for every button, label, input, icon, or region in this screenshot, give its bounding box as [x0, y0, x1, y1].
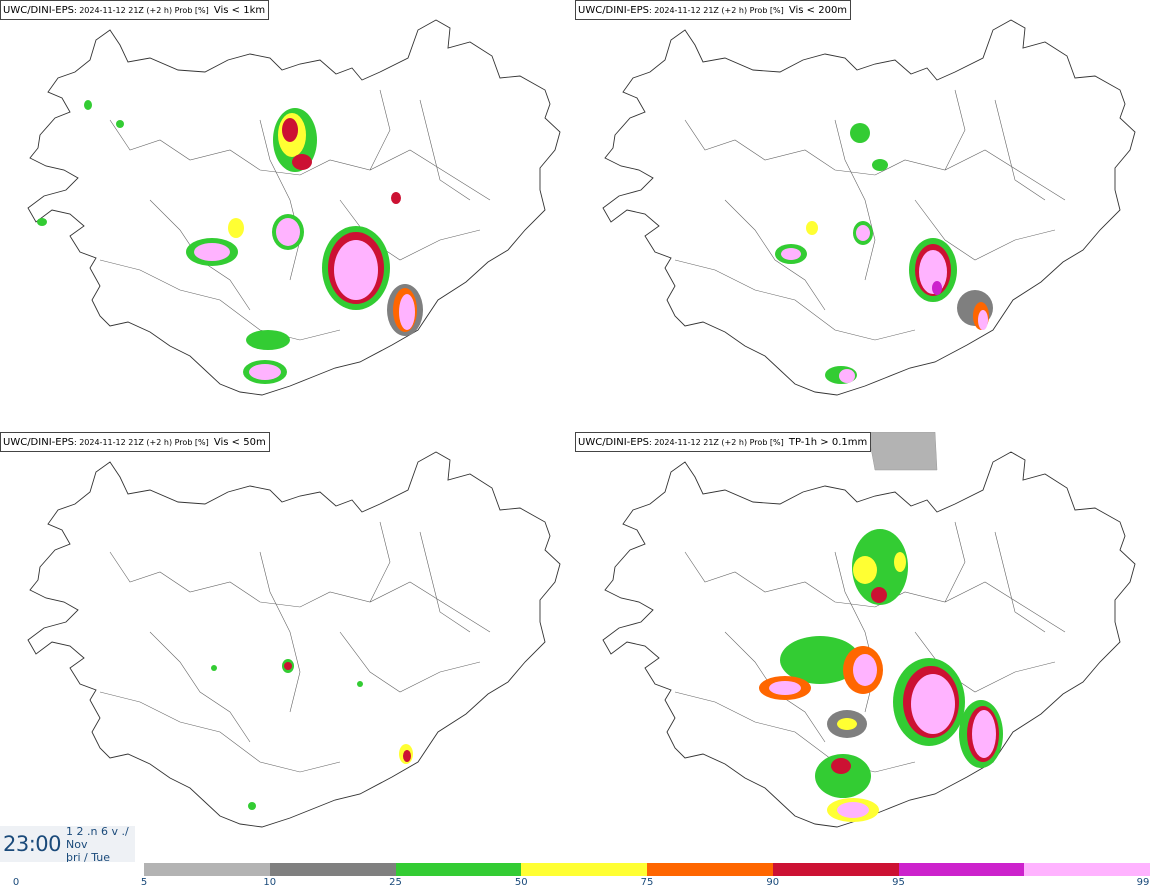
- panel-title: UWC/DINI-EPS: 2024-11-12 21Z (+2 h) Prob…: [0, 432, 270, 452]
- parameter-label: TP-1h > 0.1mm: [788, 437, 868, 448]
- colorbar-tick-label: 5: [140, 877, 148, 888]
- parameter-label: Vis < 50m: [213, 437, 266, 448]
- panel-title: UWC/DINI-EPS: 2024-11-12 21Z (+2 h) Prob…: [575, 432, 872, 452]
- map-panel-tp-1h: UWC/DINI-EPS: 2024-11-12 21Z (+2 h) Prob…: [575, 432, 1150, 864]
- valid-time: 23:00: [3, 832, 62, 856]
- colorbar-segment: [144, 863, 270, 876]
- colorbar-segment: [898, 863, 1025, 876]
- colorbar-segment: [269, 863, 396, 876]
- colorbar-segment: [1024, 863, 1150, 876]
- map-panel-vis-50m: UWC/DINI-EPS: 2024-11-12 21Z (+2 h) Prob…: [0, 432, 575, 864]
- iceland-map: [27, 19, 561, 396]
- model-name: UWC/DINI-EPS: [578, 437, 649, 448]
- colorbar-segment: [647, 863, 773, 876]
- probability-field: [211, 659, 413, 810]
- probability-field: [775, 123, 993, 384]
- colorbar-segment: [521, 863, 647, 876]
- date-line-1: 1 2 .n 6 v ./: [66, 826, 129, 838]
- valid-date: 1 2 .n 6 v ./ Nov þri / Tue: [66, 826, 129, 862]
- colorbar-tick-label: 99: [1136, 877, 1150, 888]
- colorbar-tick-label: 0: [12, 877, 20, 888]
- model-name: UWC/DINI-EPS: [578, 5, 649, 16]
- run-info: : 2024-11-12 21Z (+2 h) Prob [%]: [648, 6, 784, 15]
- valid-time-box: 23:00 1 2 .n 6 v ./ Nov þri / Tue: [0, 826, 135, 862]
- parameter-label: Vis < 200m: [788, 5, 848, 16]
- map-panel-vis-200m: UWC/DINI-EPS: 2024-11-12 21Z (+2 h) Prob…: [575, 0, 1150, 432]
- map-panel-vis-1km: UWC/DINI-EPS: 2024-11-12 21Z (+2 h) Prob…: [0, 0, 575, 432]
- colorbar-segment: [772, 863, 899, 876]
- probability-field: [759, 529, 1003, 822]
- run-info: : 2024-11-12 21Z (+2 h) Prob [%]: [73, 438, 209, 447]
- panel-title: UWC/DINI-EPS: 2024-11-12 21Z (+2 h) Prob…: [575, 0, 852, 20]
- colorbar-tick-label: 75: [640, 877, 654, 888]
- iceland-map: [602, 19, 1136, 396]
- date-line-3: þri / Tue: [66, 851, 111, 862]
- colorbar-tick-label: 25: [389, 877, 402, 888]
- probability-field: [37, 100, 423, 384]
- parameter-label: Vis < 1km: [213, 5, 266, 16]
- colorbar-tick-label: 10: [263, 877, 277, 888]
- date-line-2: Nov: [66, 838, 88, 851]
- iceland-map: [27, 451, 561, 828]
- colorbar-tick-label: 50: [514, 877, 528, 888]
- model-name: UWC/DINI-EPS: [3, 437, 74, 448]
- run-info: : 2024-11-12 21Z (+2 h) Prob [%]: [648, 438, 784, 447]
- probability-colorbar: [144, 863, 1150, 876]
- colorbar-tick-label: 95: [892, 877, 905, 888]
- iceland-map: [602, 432, 1136, 828]
- run-info: : 2024-11-12 21Z (+2 h) Prob [%]: [73, 6, 209, 15]
- colorbar-tick-label: 90: [766, 877, 780, 888]
- model-name: UWC/DINI-EPS: [3, 5, 74, 16]
- panel-title: UWC/DINI-EPS: 2024-11-12 21Z (+2 h) Prob…: [0, 0, 270, 20]
- colorbar-segment: [395, 863, 522, 876]
